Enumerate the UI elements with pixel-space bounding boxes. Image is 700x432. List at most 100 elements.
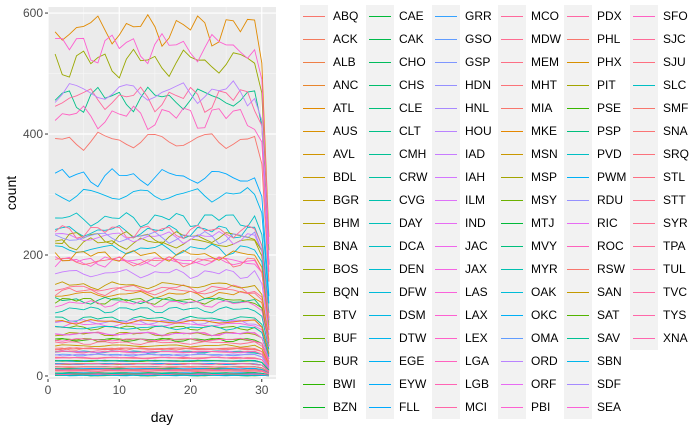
- series-line-ord: [54, 80, 270, 263]
- legend-key-line: [303, 131, 325, 132]
- legend-key-line: [567, 407, 589, 408]
- legend-key: [432, 51, 460, 74]
- legend-key-line: [567, 16, 589, 17]
- series-line-rdu: [54, 230, 270, 321]
- legend-key-line: [501, 108, 523, 109]
- legend-key-line: [435, 315, 457, 316]
- series-line-phx: [54, 249, 270, 328]
- legend-label: ORF: [531, 377, 557, 391]
- x-tick-label: 0: [45, 383, 52, 397]
- legend-label: CVG: [399, 193, 426, 207]
- legend-key-line: [567, 154, 589, 155]
- legend-key-line: [369, 269, 391, 270]
- legend-key: [366, 350, 394, 373]
- legend-key: [564, 189, 592, 212]
- series-line-atl: [54, 13, 270, 237]
- legend-label: BUF: [333, 331, 357, 345]
- legend-key-line: [435, 154, 457, 155]
- legend-label: SBN: [597, 354, 622, 368]
- legend-key: [432, 143, 460, 166]
- legend-key-line: [369, 154, 391, 155]
- legend-label: LEX: [465, 331, 488, 345]
- legend-label: CLE: [399, 101, 423, 115]
- legend-key-line: [633, 200, 655, 201]
- legend-label: DFW: [399, 285, 427, 299]
- legend-key: [498, 28, 526, 51]
- legend-key: [432, 189, 460, 212]
- legend-label: EYW: [399, 377, 427, 391]
- legend-key: [366, 5, 394, 28]
- legend-key-line: [303, 62, 325, 63]
- legend-label: ORD: [531, 354, 558, 368]
- legend-key-line: [303, 269, 325, 270]
- legend-label: PHL: [597, 32, 621, 46]
- series-line-cle: [54, 297, 270, 346]
- legend-key-line: [567, 361, 589, 362]
- legend-key: [498, 5, 526, 28]
- legend-key-line: [501, 154, 523, 155]
- legend-key: [498, 396, 526, 419]
- legend-key: [300, 97, 328, 120]
- legend-label: IND: [465, 216, 486, 230]
- legend-key-line: [501, 246, 523, 247]
- legend-key: [498, 350, 526, 373]
- series-line-sju: [55, 256, 270, 331]
- series-line-mvy: [55, 372, 269, 376]
- legend-key: [498, 235, 526, 258]
- legend-key: [432, 212, 460, 235]
- legend-label: GSO: [465, 32, 492, 46]
- legend-label: PBI: [531, 400, 551, 414]
- legend-key-line: [435, 292, 457, 293]
- legend-key: [498, 97, 526, 120]
- series-line-mke: [55, 319, 270, 355]
- legend-key: [432, 327, 460, 350]
- legend-key-line: [633, 85, 655, 86]
- series-line-tul: [55, 369, 270, 375]
- legend-label: RSW: [597, 262, 625, 276]
- legend-key: [432, 350, 460, 373]
- series-line-msy: [54, 297, 270, 346]
- legend-key: [366, 281, 394, 304]
- series-line-aus: [55, 290, 270, 344]
- legend-key: [630, 120, 658, 143]
- series-line-jax: [55, 322, 270, 356]
- legend-key: [366, 28, 394, 51]
- legend-label: TPA: [663, 239, 686, 253]
- legend-key: [498, 189, 526, 212]
- legend-key-line: [501, 269, 523, 270]
- legend-key-line: [369, 131, 391, 132]
- legend-label: PIT: [597, 78, 616, 92]
- legend-key-line: [633, 223, 655, 224]
- series-line-tvc: [55, 373, 269, 376]
- legend-key-line: [633, 131, 655, 132]
- legend-label: PSP: [597, 124, 622, 138]
- plot-panel: [48, 7, 276, 379]
- legend-label: OAK: [531, 285, 557, 299]
- series-line-dtw: [54, 187, 270, 304]
- legend-key-line: [501, 62, 523, 63]
- legend-label: AVL: [333, 147, 355, 161]
- legend-label: CMH: [399, 147, 427, 161]
- legend-label: TVC: [663, 285, 687, 299]
- legend-label: IAH: [465, 170, 486, 184]
- legend-key: [498, 74, 526, 97]
- legend-label: BUR: [333, 354, 359, 368]
- legend-key-line: [435, 361, 457, 362]
- legend-key: [630, 166, 658, 189]
- series-line-tpa: [54, 224, 270, 318]
- legend-key: [498, 212, 526, 235]
- legend-key: [564, 51, 592, 74]
- legend-label: MEM: [531, 55, 559, 69]
- legend-key: [630, 327, 658, 350]
- legend-key: [630, 74, 658, 97]
- series-line-sna: [55, 366, 270, 373]
- legend-key-line: [633, 246, 655, 247]
- legend-key-line: [369, 361, 391, 362]
- legend-label: MIA: [531, 101, 553, 115]
- legend-label: HOU: [465, 124, 492, 138]
- legend-key: [630, 304, 658, 327]
- legend-key-line: [633, 292, 655, 293]
- legend-key: [564, 212, 592, 235]
- legend-key-line: [567, 384, 589, 385]
- legend-key-line: [303, 361, 325, 362]
